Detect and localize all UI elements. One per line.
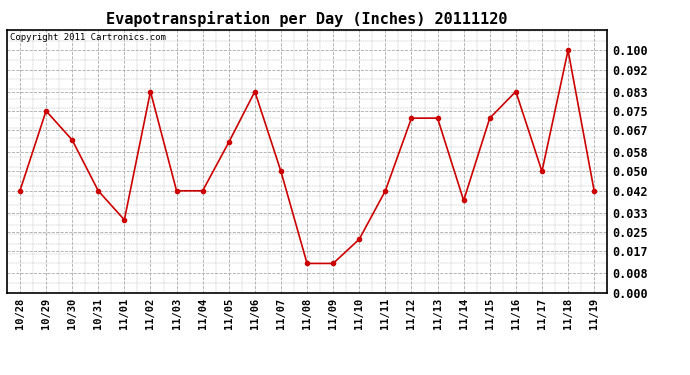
Title: Evapotranspiration per Day (Inches) 20111120: Evapotranspiration per Day (Inches) 2011… [106, 12, 508, 27]
Text: Copyright 2011 Cartronics.com: Copyright 2011 Cartronics.com [10, 33, 166, 42]
